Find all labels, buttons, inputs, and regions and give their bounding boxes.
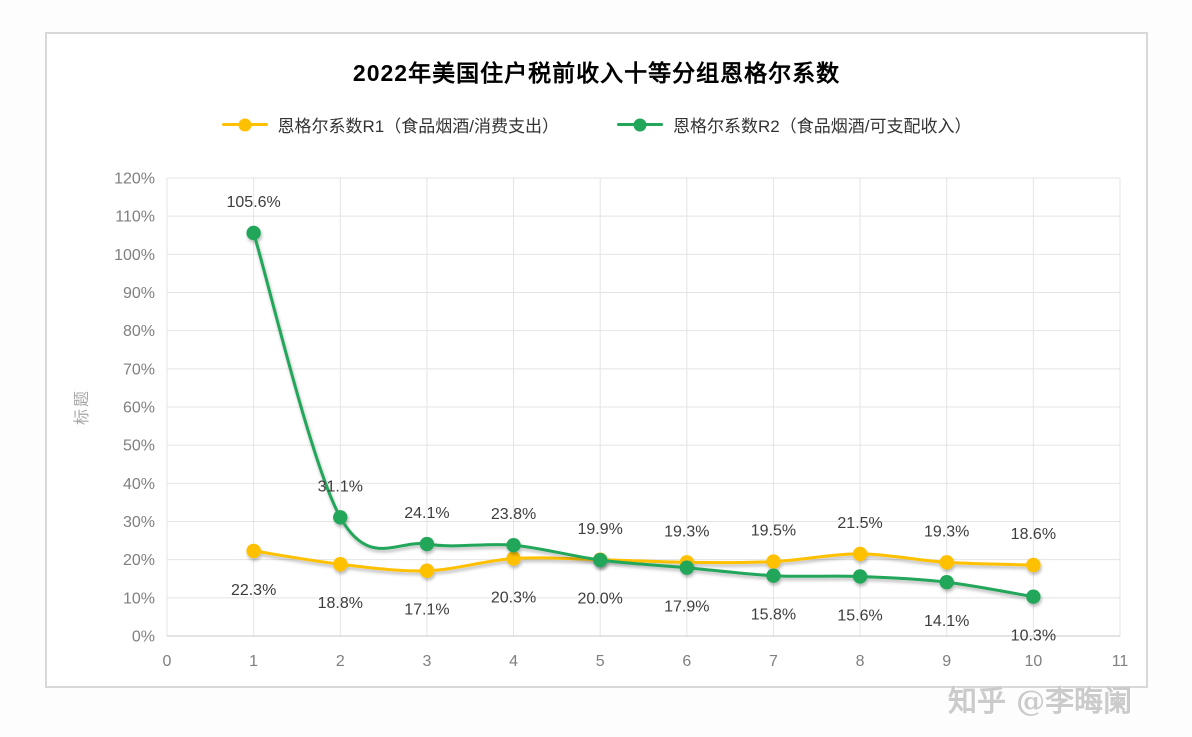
x-tick-label: 5 [596,653,605,670]
data-label: 20.3% [491,590,536,607]
data-label: 10.3% [1011,628,1056,645]
data-point [852,569,868,584]
data-label: 19.9% [577,521,622,538]
data-point [506,537,521,553]
data-label: 19.5% [751,523,796,540]
x-tick-label: 2 [336,653,345,670]
data-label: 17.9% [664,599,709,616]
data-point [939,574,954,590]
zhihu-watermark: 知乎 @李晦阑 [948,684,1133,718]
y-tick-label: 110% [115,209,155,226]
data-label: 15.8% [751,607,796,624]
x-tick-label: 7 [769,653,778,670]
legend-item-r1: 恩格尔系数R1（食品烟酒/消费支出） [221,112,559,137]
x-tick-label: 9 [942,653,951,670]
data-labels-r2: 105.6% 31.1% 24.1% 23.8% 19.9% 17.9% 15.8% 15.6… [227,194,1057,645]
legend-label-r1: 恩格尔系数R1（食品烟酒/消费支出） [277,117,559,136]
data-label: 18.6% [1011,526,1056,543]
y-tick-label: 100% [114,247,155,264]
data-point [246,543,261,559]
data-point [419,536,435,552]
data-point [506,551,521,566]
data-point [939,555,954,570]
gridlines [166,177,1121,637]
data-point [419,563,435,578]
y-tick-label: 20% [123,552,155,569]
data-label: 19.3% [924,523,969,540]
legend-label-r2: 恩格尔系数R2（食品烟酒/可支配收入） [673,117,972,136]
data-label: 14.1% [924,613,969,630]
legend-line-marker-r1 [221,118,268,131]
data-label: 23.8% [491,506,536,523]
x-tick-label: 1 [249,653,258,670]
series-line-r2 [252,232,1034,599]
data-label: 24.1% [404,505,449,522]
data-point [852,546,868,562]
data-label: 31.1% [318,478,363,495]
y-tick-label: 120% [114,171,155,188]
y-tick-label: 90% [123,285,155,302]
x-tick-label: 4 [509,653,518,670]
legend-dot-icon-r2 [633,118,647,131]
x-tick-label: 3 [422,653,431,670]
legend-line-marker-r2 [617,118,663,131]
series-r2 [246,225,1041,604]
x-tick-label: 6 [682,653,691,670]
data-labels-r1: 22.3% 18.8% 17.1% 20.3% 20.0% 19.3% 19.5% 21.5%… [231,515,1056,619]
data-label: 105.6% [227,194,281,211]
x-tick-label: 10 [1024,653,1042,670]
data-label: 15.6% [837,607,882,624]
data-label: 22.3% [231,582,276,599]
data-label: 18.8% [318,595,363,612]
data-point [1026,589,1041,604]
data-label: 17.1% [404,602,449,619]
data-point [246,225,261,241]
data-label: 19.3% [664,523,709,540]
y-tick-label: 50% [123,438,155,455]
data-point [766,554,781,569]
data-label: 20.0% [577,591,622,608]
y-tick-label: 40% [123,476,155,493]
y-axis-title: 标题 [73,389,91,425]
y-tick-label: 80% [123,323,155,340]
y-tick-label: 0% [132,629,155,646]
chart-card: 2022年美国住户税前收入十等分组恩格尔系数 恩格尔系数R1（食品烟酒/消费支出… [45,32,1148,688]
data-point [592,552,608,568]
y-tick-label: 70% [123,361,155,378]
y-tick-label: 10% [123,590,155,607]
data-label: 21.5% [837,515,882,532]
data-point [679,560,695,575]
x-tick-label: 11 [1112,653,1129,670]
data-point [333,510,348,525]
data-point [333,557,348,572]
chart-title: 2022年美国住户税前收入十等分组恩格尔系数 [352,60,841,86]
series-line-r1 [253,549,1034,573]
data-point [1026,557,1041,573]
series-r1 [246,543,1041,578]
y-tick-label: 30% [123,514,155,531]
y-tick-label: 60% [123,400,155,417]
plot-svg: 0%10%20%30%40%50%60%70%80%90%100%110%120… [73,171,1129,671]
x-tick-label: 0 [163,653,172,670]
data-point [766,568,781,583]
legend-item-r2: 恩格尔系数R2（食品烟酒/可支配收入） [617,112,971,137]
chart-legend: 恩格尔系数R1（食品烟酒/消费支出） 恩格尔系数R2（食品烟酒/可支配收入） [47,112,1146,137]
x-tick-label: 8 [856,653,865,670]
legend-dot-icon-r1 [238,118,252,131]
